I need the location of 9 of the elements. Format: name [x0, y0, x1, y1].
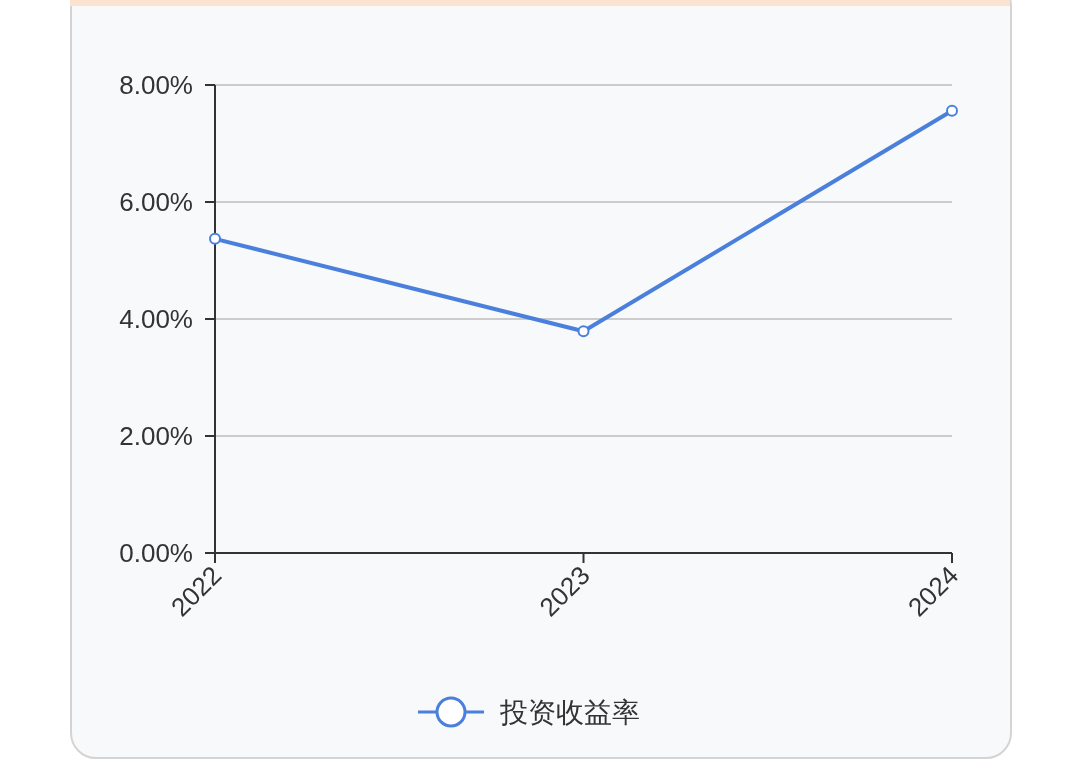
legend-label: 投资收益率 [499, 697, 640, 728]
point [577, 325, 590, 338]
y-tick-label: 4.00% [119, 304, 193, 334]
y-tick-label: 8.00% [119, 70, 193, 100]
y-tick-label: 6.00% [119, 187, 193, 217]
point [946, 104, 958, 117]
y-tick-label: 0.00% [119, 538, 193, 568]
point [209, 232, 221, 245]
y-tick-label: 2.00% [119, 421, 193, 451]
